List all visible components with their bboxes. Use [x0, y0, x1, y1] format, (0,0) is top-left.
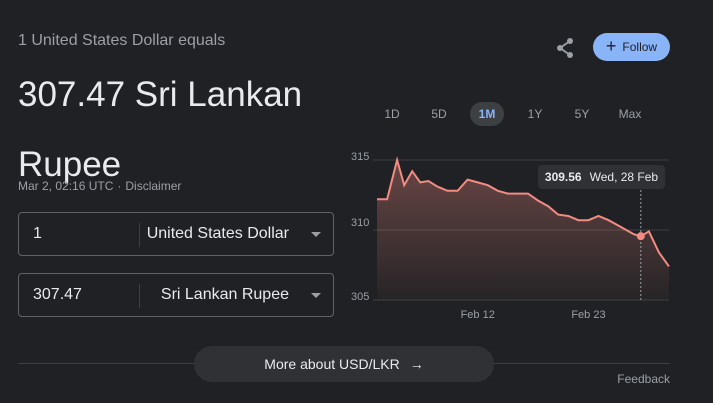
series-line: [377, 156, 670, 267]
x-tick-label: Feb 23: [571, 309, 605, 321]
x-tick-label: Feb 12: [461, 309, 495, 321]
timestamp: Mar 2, 02:16 UTC: [18, 179, 114, 193]
from-currency-row: 1 United States Dollar: [18, 212, 334, 256]
disclaimer-link[interactable]: Disclaimer: [125, 179, 182, 193]
share-button[interactable]: [553, 36, 577, 60]
follow-label: Follow: [622, 40, 658, 54]
to-currency-row: 307.47 Sri Lankan Rupee: [18, 273, 334, 317]
rate-value: 307.47: [18, 75, 126, 114]
tooltip-date: Wed, 28 Feb: [589, 170, 659, 184]
y-tick-label: 315: [351, 151, 369, 163]
range-tabs: 1D 5D 1M 1Y 5Y Max: [372, 102, 672, 126]
separator: ·: [117, 179, 122, 193]
follow-button[interactable]: + Follow: [593, 33, 670, 61]
tab-max[interactable]: Max: [618, 107, 642, 121]
tab-5d[interactable]: 5D: [431, 107, 447, 121]
chevron-down-icon[interactable]: [311, 293, 321, 298]
divider: [139, 223, 140, 247]
from-currency-select[interactable]: United States Dollar: [146, 225, 289, 242]
plus-icon: +: [605, 36, 617, 56]
more-about-button[interactable]: More about USD/LKR →: [194, 346, 494, 382]
to-currency-select[interactable]: Sri Lankan Rupee: [160, 286, 289, 303]
more-about-label: More about USD/LKR: [264, 356, 400, 372]
tab-1y[interactable]: 1Y: [527, 107, 543, 121]
rate-currency: Sri Lankan Rupee: [18, 75, 303, 184]
series-area: [377, 160, 669, 300]
conversion-result: 307.47 Sri Lankan Rupee: [18, 60, 338, 200]
from-amount-input[interactable]: 1: [33, 225, 42, 242]
y-tick-label: 310: [351, 217, 369, 229]
conversion-intro: 1 United States Dollar equals: [18, 32, 226, 49]
tab-1m[interactable]: 1M: [470, 102, 504, 126]
timestamp-line: Mar 2, 02:16 UTC · Disclaimer: [18, 179, 181, 193]
exchange-rate-chart[interactable]: 315 310 305 Feb 12 Feb 23: [340, 145, 672, 330]
tooltip-value: 309.56: [544, 170, 582, 184]
divider: [139, 284, 140, 308]
feedback-link[interactable]: Feedback: [617, 372, 670, 386]
y-tick-label: 305: [351, 291, 369, 303]
arrow-right-icon: →: [409, 356, 424, 372]
tab-5y[interactable]: 5Y: [574, 107, 590, 121]
chevron-down-icon[interactable]: [311, 232, 321, 237]
to-amount-input[interactable]: 307.47: [33, 286, 82, 303]
tab-1d[interactable]: 1D: [384, 107, 400, 121]
share-icon: [557, 38, 573, 58]
chart-tooltip: 309.56 Wed, 28 Feb: [538, 165, 665, 189]
hover-point: [636, 232, 645, 241]
